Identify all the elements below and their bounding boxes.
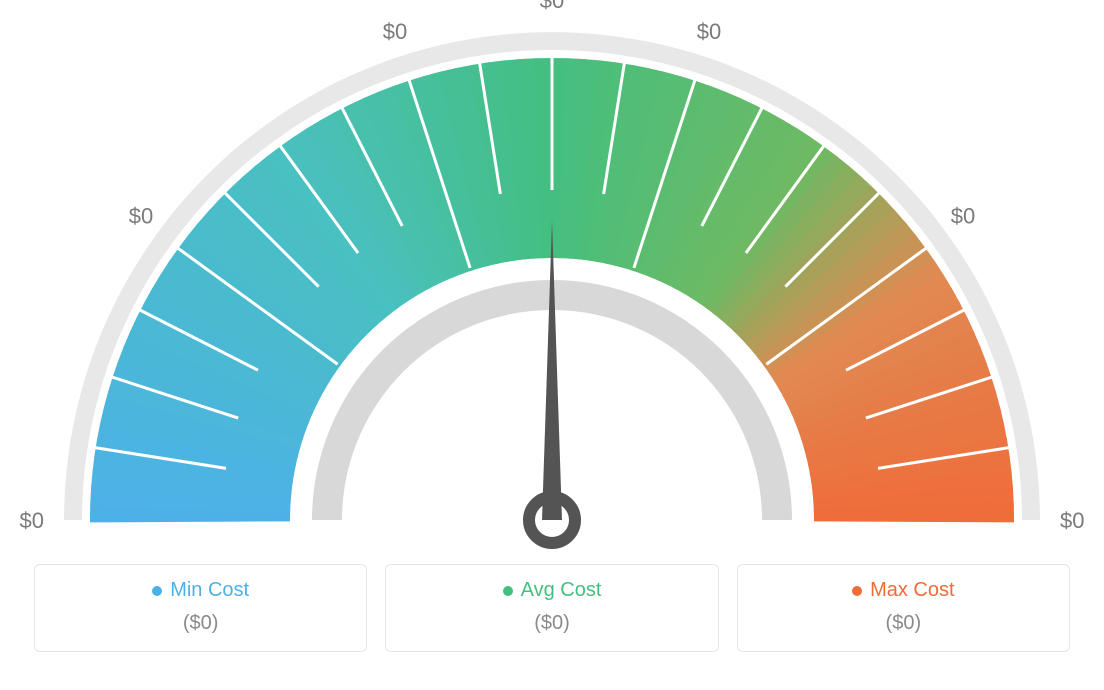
legend-dot-icon (503, 586, 513, 596)
legend-row: Min Cost ($0) Avg Cost ($0) Max Cost ($0) (0, 564, 1104, 652)
gauge-scale-label: $0 (540, 0, 564, 13)
gauge-scale-label: $0 (129, 203, 153, 228)
gauge-container: $0 $0 $0 $0 $0 $0 $0 (0, 0, 1104, 560)
legend-title-row: Avg Cost (398, 579, 705, 602)
gauge-scale-label: $0 (951, 203, 975, 228)
gauge-scale-label: $0 (1060, 508, 1084, 533)
legend-card: Avg Cost ($0) (385, 564, 718, 652)
gauge-scale-label: $0 (20, 508, 44, 533)
legend-title-row: Max Cost (750, 579, 1057, 602)
gauge-needle (529, 220, 575, 543)
legend-value: ($0) (398, 612, 705, 635)
legend-card: Min Cost ($0) (34, 564, 367, 652)
legend-value: ($0) (750, 612, 1057, 635)
legend-dot-icon (852, 586, 862, 596)
legend-dot-icon (152, 586, 162, 596)
gauge-scale-label: $0 (697, 19, 721, 44)
legend-title-row: Min Cost (47, 579, 354, 602)
legend-value: ($0) (47, 612, 354, 635)
legend-title: Min Cost (170, 579, 249, 602)
gauge-chart: $0 $0 $0 $0 $0 $0 $0 (0, 0, 1104, 560)
gauge-scale-label: $0 (383, 19, 407, 44)
legend-title: Max Cost (870, 579, 954, 602)
legend-card: Max Cost ($0) (737, 564, 1070, 652)
legend-title: Avg Cost (521, 579, 602, 602)
